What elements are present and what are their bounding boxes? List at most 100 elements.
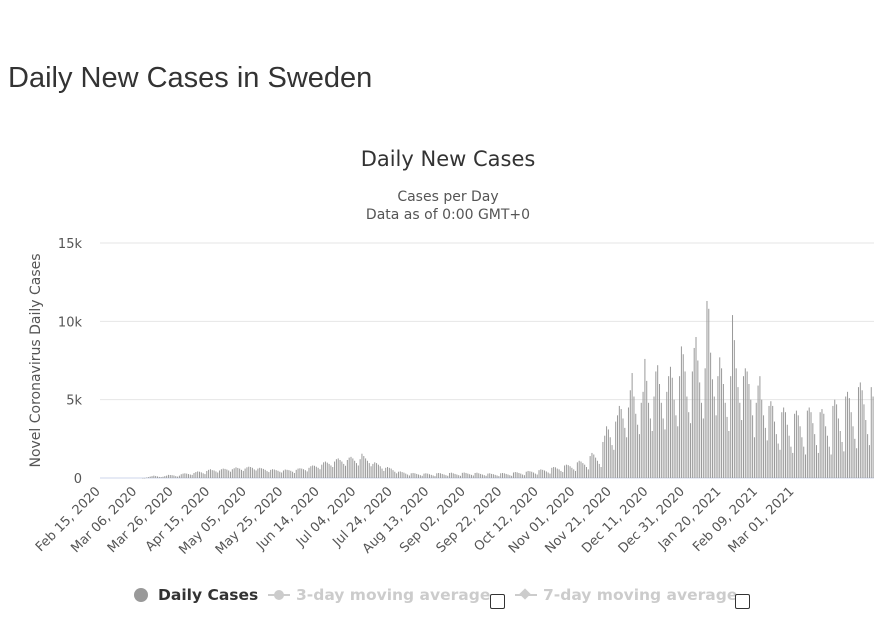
bar[interactable] bbox=[587, 469, 589, 478]
bar[interactable] bbox=[805, 454, 807, 479]
bar[interactable] bbox=[308, 467, 310, 478]
bar[interactable] bbox=[775, 434, 777, 478]
bar[interactable] bbox=[700, 402, 702, 478]
bar[interactable] bbox=[637, 424, 639, 478]
bar[interactable] bbox=[481, 474, 483, 478]
bar[interactable] bbox=[779, 449, 781, 478]
bar[interactable] bbox=[527, 470, 529, 478]
bar[interactable] bbox=[856, 448, 858, 478]
bar[interactable] bbox=[819, 412, 821, 478]
bar[interactable] bbox=[523, 475, 525, 478]
bar[interactable] bbox=[408, 475, 410, 478]
bar[interactable] bbox=[491, 473, 493, 478]
bar[interactable] bbox=[198, 471, 200, 478]
bar[interactable] bbox=[361, 453, 363, 478]
bar[interactable] bbox=[803, 446, 805, 478]
bar[interactable] bbox=[257, 468, 259, 478]
bar[interactable] bbox=[662, 418, 664, 478]
bar[interactable] bbox=[823, 413, 825, 478]
bar[interactable] bbox=[500, 473, 502, 478]
bar[interactable] bbox=[554, 467, 556, 478]
bar[interactable] bbox=[251, 467, 253, 478]
bar[interactable] bbox=[146, 477, 148, 479]
bar[interactable] bbox=[255, 470, 257, 478]
bar[interactable] bbox=[748, 384, 750, 478]
bar[interactable] bbox=[576, 462, 578, 478]
bar[interactable] bbox=[454, 473, 456, 478]
bar[interactable] bbox=[615, 421, 617, 478]
bar[interactable] bbox=[365, 458, 367, 478]
bar[interactable] bbox=[447, 475, 449, 478]
bar[interactable] bbox=[772, 405, 774, 478]
bar[interactable] bbox=[607, 429, 609, 478]
bar[interactable] bbox=[147, 477, 149, 478]
bar[interactable] bbox=[410, 473, 412, 478]
bar[interactable] bbox=[401, 472, 403, 478]
bar[interactable] bbox=[167, 474, 169, 478]
bar[interactable] bbox=[702, 418, 704, 478]
bar[interactable] bbox=[169, 475, 171, 478]
bar[interactable] bbox=[233, 468, 235, 478]
bar[interactable] bbox=[695, 337, 697, 478]
bar[interactable] bbox=[671, 377, 673, 478]
bar[interactable] bbox=[759, 376, 761, 478]
bar[interactable] bbox=[272, 469, 274, 478]
bar[interactable] bbox=[633, 396, 635, 478]
bar[interactable] bbox=[624, 427, 626, 478]
bar[interactable] bbox=[635, 413, 637, 478]
bar[interactable] bbox=[297, 468, 299, 478]
bar[interactable] bbox=[186, 473, 188, 478]
bar[interactable] bbox=[418, 474, 420, 478]
bar[interactable] bbox=[659, 384, 661, 478]
bar[interactable] bbox=[764, 427, 766, 478]
legend-item-7-day-average[interactable]: 7-day moving average bbox=[515, 586, 737, 604]
bar[interactable] bbox=[715, 415, 717, 478]
bar[interactable] bbox=[343, 463, 345, 478]
bar[interactable] bbox=[861, 390, 863, 478]
bar[interactable] bbox=[836, 404, 838, 478]
bar[interactable] bbox=[733, 340, 735, 478]
bar[interactable] bbox=[332, 467, 334, 478]
bar[interactable] bbox=[845, 396, 847, 478]
bar[interactable] bbox=[264, 469, 266, 478]
bar[interactable] bbox=[562, 472, 564, 478]
bar[interactable] bbox=[427, 473, 429, 478]
bar[interactable] bbox=[839, 431, 841, 478]
bar[interactable] bbox=[279, 471, 281, 478]
bar[interactable] bbox=[730, 376, 732, 478]
bar[interactable] bbox=[246, 467, 248, 478]
bar[interactable] bbox=[677, 426, 679, 478]
bar[interactable] bbox=[273, 469, 275, 478]
bar[interactable] bbox=[180, 474, 182, 478]
bar[interactable] bbox=[529, 471, 531, 478]
bar[interactable] bbox=[275, 470, 277, 478]
bar[interactable] bbox=[722, 384, 724, 478]
bar[interactable] bbox=[266, 471, 268, 478]
bar[interactable] bbox=[505, 473, 507, 478]
bar[interactable] bbox=[613, 449, 615, 478]
bar[interactable] bbox=[370, 466, 372, 478]
bar[interactable] bbox=[355, 463, 357, 478]
bar[interactable] bbox=[354, 460, 356, 478]
bar[interactable] bbox=[478, 473, 480, 478]
bar[interactable] bbox=[806, 410, 808, 478]
bar[interactable] bbox=[801, 437, 803, 478]
bar[interactable] bbox=[682, 354, 684, 478]
bar[interactable] bbox=[366, 460, 368, 478]
bar[interactable] bbox=[469, 474, 471, 478]
bar[interactable] bbox=[565, 464, 567, 478]
bar[interactable] bbox=[222, 468, 224, 478]
bar[interactable] bbox=[757, 385, 759, 478]
bar[interactable] bbox=[208, 469, 210, 478]
bar[interactable] bbox=[392, 470, 394, 478]
bar[interactable] bbox=[691, 371, 693, 478]
bar[interactable] bbox=[301, 468, 303, 478]
bar[interactable] bbox=[242, 470, 244, 478]
bar[interactable] bbox=[253, 469, 255, 478]
bar[interactable] bbox=[704, 368, 706, 478]
bar[interactable] bbox=[330, 465, 332, 478]
bar[interactable] bbox=[164, 476, 166, 478]
bar[interactable] bbox=[832, 405, 834, 478]
bar[interactable] bbox=[240, 469, 242, 478]
bar[interactable] bbox=[525, 471, 527, 478]
